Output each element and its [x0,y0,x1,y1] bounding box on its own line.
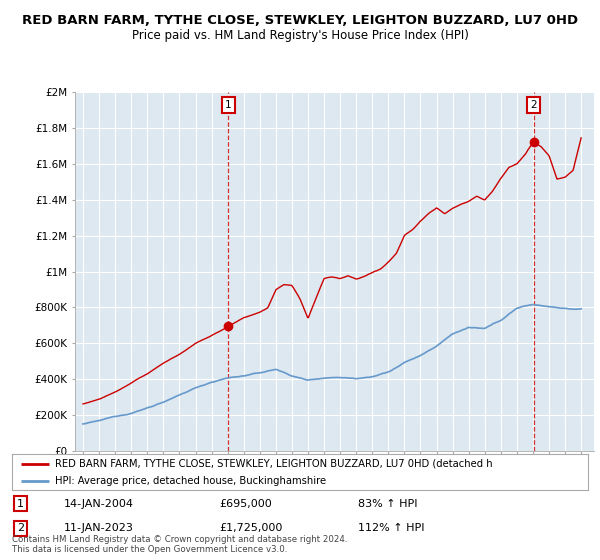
Text: £1,725,000: £1,725,000 [220,523,283,533]
Text: 11-JAN-2023: 11-JAN-2023 [64,523,134,533]
Text: 14-JAN-2004: 14-JAN-2004 [64,498,134,508]
Text: RED BARN FARM, TYTHE CLOSE, STEWKLEY, LEIGHTON BUZZARD, LU7 0HD (detached h: RED BARN FARM, TYTHE CLOSE, STEWKLEY, LE… [55,459,493,469]
Text: Price paid vs. HM Land Registry's House Price Index (HPI): Price paid vs. HM Land Registry's House … [131,29,469,42]
Text: 2: 2 [17,523,24,533]
Text: RED BARN FARM, TYTHE CLOSE, STEWKLEY, LEIGHTON BUZZARD, LU7 0HD: RED BARN FARM, TYTHE CLOSE, STEWKLEY, LE… [22,14,578,27]
Text: 1: 1 [225,100,232,110]
Text: HPI: Average price, detached house, Buckinghamshire: HPI: Average price, detached house, Buck… [55,476,326,486]
Text: 1: 1 [17,498,24,508]
Text: 2: 2 [530,100,537,110]
Text: Contains HM Land Registry data © Crown copyright and database right 2024.
This d: Contains HM Land Registry data © Crown c… [12,535,347,554]
Text: £695,000: £695,000 [220,498,272,508]
Text: 83% ↑ HPI: 83% ↑ HPI [358,498,417,508]
Text: 112% ↑ HPI: 112% ↑ HPI [358,523,424,533]
